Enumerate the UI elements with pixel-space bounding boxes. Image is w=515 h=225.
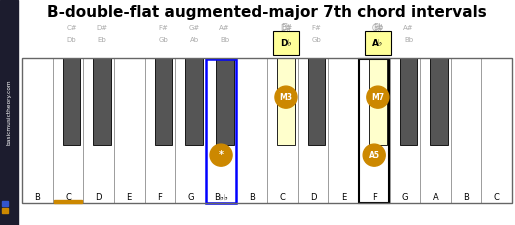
Text: D#: D#	[97, 25, 108, 31]
Text: F#: F#	[312, 25, 321, 31]
Bar	[236, 58, 267, 203]
Text: M7: M7	[371, 93, 384, 102]
Text: F: F	[372, 193, 376, 202]
Text: C: C	[279, 193, 285, 202]
Bar	[267, 58, 298, 203]
Bar	[2, 201, 8, 206]
Bar	[145, 58, 175, 203]
Text: C: C	[494, 193, 500, 202]
Bar	[185, 58, 203, 145]
Text: A5: A5	[369, 151, 380, 160]
Text: B: B	[35, 193, 40, 202]
Circle shape	[367, 86, 389, 108]
Text: *: *	[218, 150, 224, 160]
Bar	[2, 208, 8, 213]
Text: C: C	[65, 193, 71, 202]
Text: A#: A#	[219, 25, 230, 31]
Text: Db: Db	[67, 37, 76, 43]
Text: Bb: Bb	[220, 37, 229, 43]
Text: B: B	[249, 193, 254, 202]
Bar	[83, 58, 114, 203]
Text: B: B	[463, 193, 469, 202]
Bar	[0, 0, 18, 225]
Bar	[277, 58, 295, 145]
Text: D♭: D♭	[280, 38, 292, 47]
Bar	[389, 58, 420, 203]
Bar	[359, 58, 389, 202]
Circle shape	[363, 144, 385, 166]
Text: M3: M3	[280, 93, 293, 102]
Bar	[93, 58, 111, 145]
Text: D: D	[95, 193, 102, 202]
Text: F#: F#	[159, 25, 168, 31]
Bar	[22, 58, 53, 203]
Text: G#: G#	[188, 25, 200, 31]
Bar	[63, 58, 80, 145]
Text: F: F	[158, 193, 162, 202]
Bar	[22, 58, 512, 203]
Text: Eb: Eb	[98, 37, 107, 43]
Circle shape	[275, 86, 297, 108]
Bar	[430, 58, 448, 145]
Text: Bb: Bb	[373, 23, 383, 32]
Bar	[54, 200, 82, 203]
Bar	[400, 58, 417, 145]
Bar	[216, 58, 234, 145]
Text: G#: G#	[372, 24, 384, 33]
Text: A#: A#	[403, 25, 414, 31]
Bar	[482, 58, 512, 203]
Bar	[206, 58, 236, 202]
Bar	[298, 58, 328, 203]
Text: D#: D#	[280, 24, 292, 33]
Bar	[206, 58, 236, 203]
Bar	[53, 58, 83, 203]
Text: basicmusictheory.com: basicmusictheory.com	[7, 80, 11, 145]
Text: A♭: A♭	[372, 38, 384, 47]
Bar	[328, 58, 359, 203]
Text: Ab: Ab	[190, 37, 199, 43]
Text: E: E	[127, 193, 132, 202]
Text: A: A	[433, 193, 438, 202]
Bar	[308, 58, 325, 145]
Bar	[154, 58, 173, 145]
Bar	[359, 58, 389, 203]
Bar	[420, 58, 451, 203]
Text: C#: C#	[66, 25, 77, 31]
Bar	[175, 58, 206, 203]
Text: Eb: Eb	[281, 23, 291, 32]
Bar	[369, 58, 387, 145]
Bar	[114, 58, 145, 203]
Text: B♭♭: B♭♭	[214, 193, 228, 202]
Text: G: G	[187, 193, 194, 202]
Text: G: G	[402, 193, 408, 202]
Text: Bb: Bb	[404, 37, 413, 43]
Text: Gb: Gb	[312, 37, 321, 43]
Text: E: E	[341, 193, 346, 202]
Text: D: D	[310, 193, 316, 202]
Circle shape	[210, 144, 232, 166]
Bar	[451, 58, 482, 203]
Text: Gb: Gb	[159, 37, 168, 43]
Text: B-double-flat augmented-major 7th chord intervals: B-double-flat augmented-major 7th chord …	[47, 5, 486, 20]
